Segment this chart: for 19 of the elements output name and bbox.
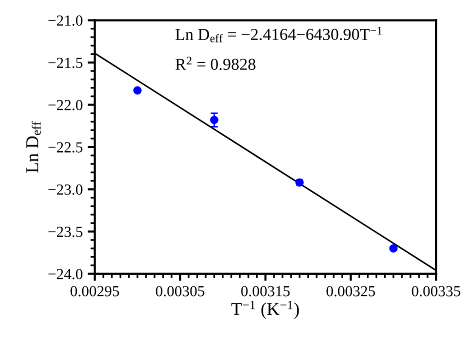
x-tick-label: 0.00305 <box>156 286 204 296</box>
y-axis-title: Ln D$_{eff}$ <box>26 121 41 173</box>
point <box>210 116 218 124</box>
annotation: Ln D$_{eff}$ = −2.4164−6430.90T$^{−1}$ <box>175 26 382 42</box>
point <box>133 86 142 95</box>
y-tick-label: −23.0 <box>48 184 82 195</box>
y-tick-label: −21.0 <box>48 15 82 26</box>
x-tick-label: 0.00315 <box>241 286 290 296</box>
y-tick-label: −22.5 <box>48 142 82 153</box>
x-tick-label: 0.00325 <box>326 286 375 296</box>
x-axis-title: T$^{−1}$ (K$^{−1}$) <box>231 300 299 319</box>
y-tick-label: −21.5 <box>48 58 82 68</box>
y-tick-label: −24.0 <box>48 268 82 280</box>
y-tick-label: −23.5 <box>48 226 82 238</box>
point <box>389 244 398 253</box>
y-tick-label: −22.0 <box>48 100 82 110</box>
x-tick-label: 0.00335 <box>412 286 460 296</box>
annotation: R$^{2}$ = 0.9828 <box>175 56 256 70</box>
x-tick-label: 0.00295 <box>70 286 120 296</box>
